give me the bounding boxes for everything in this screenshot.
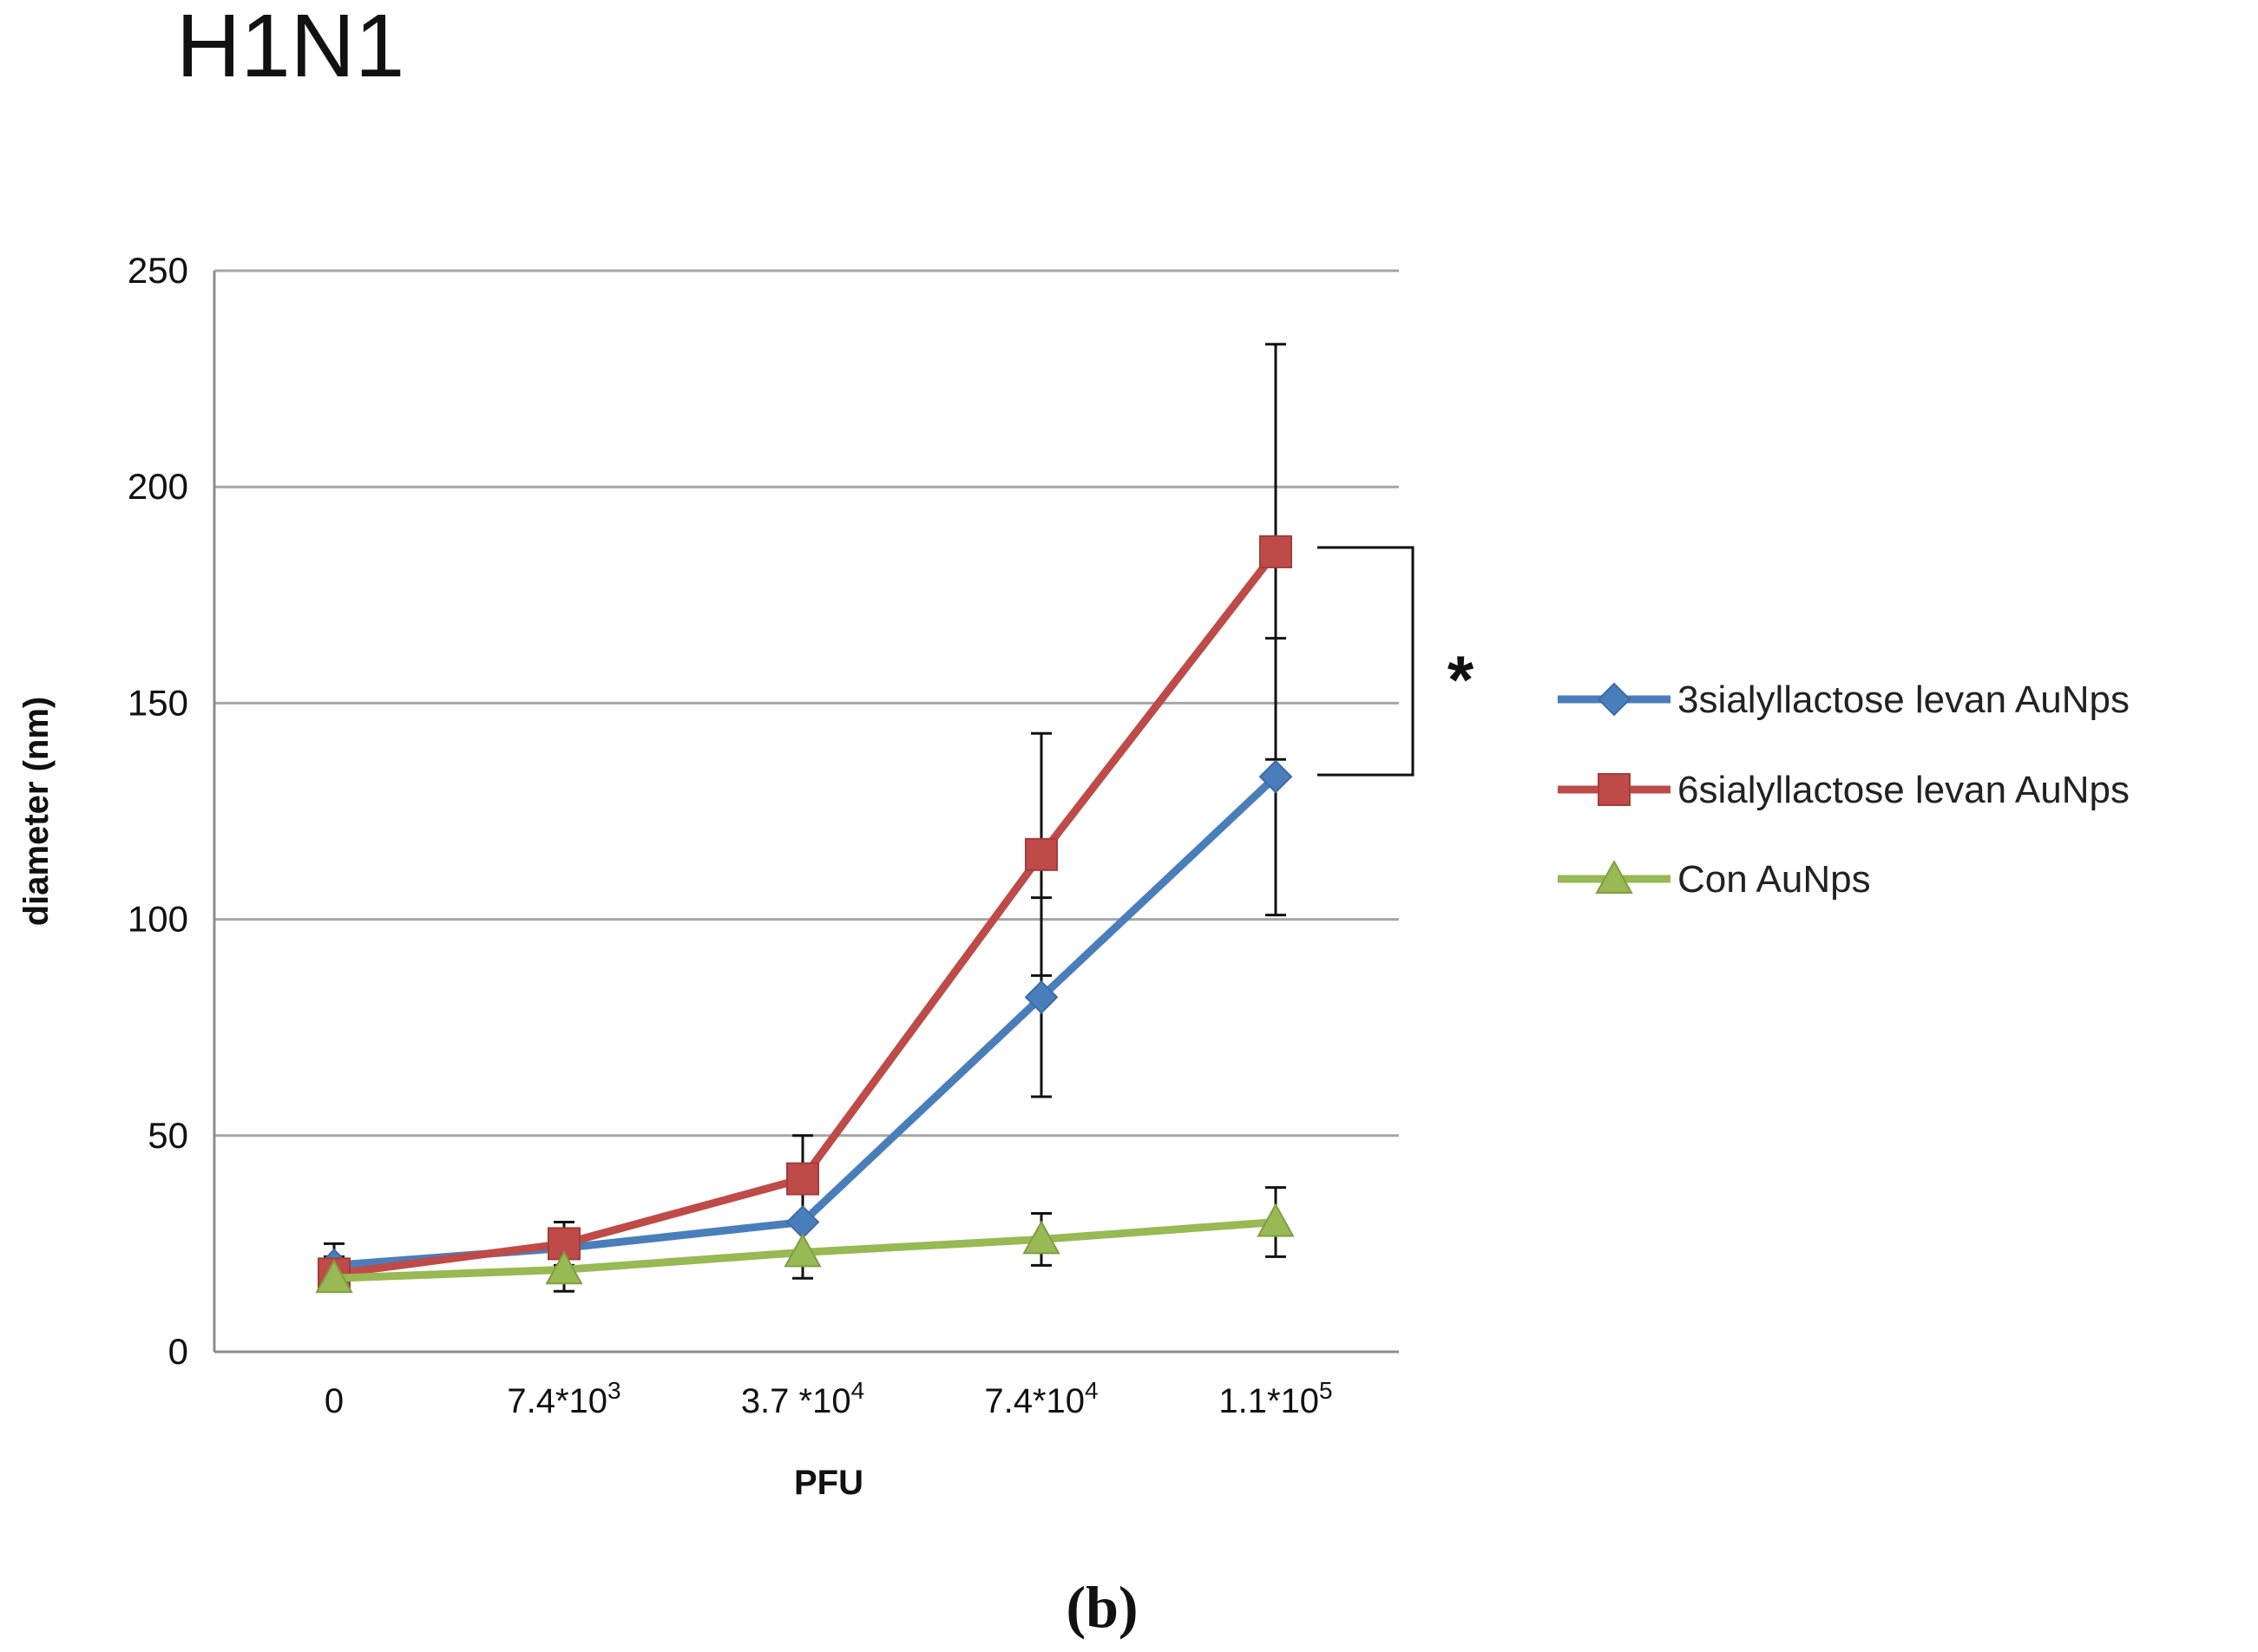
y-tick-label: 150 <box>128 682 188 723</box>
legend-label: 6sialyllactose levan AuNps <box>1677 769 2130 811</box>
data-point <box>1258 759 1293 794</box>
data-point <box>786 1162 819 1196</box>
series-group <box>315 1203 1295 1294</box>
series <box>315 534 1295 1294</box>
axes <box>213 271 1399 1354</box>
y-tick-label: 250 <box>128 250 188 291</box>
x-axis-title: PFU <box>794 1464 863 1502</box>
series-group <box>317 759 1293 1282</box>
page-title: H1N1 <box>176 0 404 95</box>
legend-item: 3sialyllactose levan AuNps <box>1558 678 2130 721</box>
x-tick-label: 7.4*103 <box>507 1377 620 1420</box>
data-point <box>1259 534 1292 568</box>
series-group <box>318 534 1292 1291</box>
legend-marker <box>1598 773 1631 806</box>
legend-label: 3sialyllactose levan AuNps <box>1677 678 2130 721</box>
x-tick-label: 7.4*104 <box>984 1377 1098 1420</box>
significance-annotation: * <box>1317 546 1474 777</box>
legend-marker <box>1597 682 1631 717</box>
data-point <box>1024 980 1059 1014</box>
y-tick-label: 100 <box>128 899 188 940</box>
x-tick-labels: 0 7.4*103 3.7 *104 7.4*104 1.1*105 <box>325 1377 1333 1420</box>
y-tick-labels: 0 50 100 150 200 250 <box>128 250 188 1372</box>
x-tick-label: 1.1*105 <box>1218 1377 1332 1420</box>
y-tick-label: 0 <box>168 1331 188 1372</box>
data-point <box>1257 1203 1295 1237</box>
data-point <box>1025 837 1058 871</box>
y-tick-label: 200 <box>128 466 188 507</box>
data-point <box>784 1233 822 1268</box>
y-tick-label: 50 <box>148 1115 188 1156</box>
data-point <box>1022 1220 1060 1255</box>
significance-star: * <box>1447 641 1474 718</box>
y-axis-title: diameter (nm) <box>17 697 56 927</box>
legend-marker <box>1595 859 1633 894</box>
legend-item: 6sialyllactose levan AuNps <box>1558 769 2130 811</box>
x-tick-label: 3.7 *104 <box>741 1377 864 1420</box>
panel-label: (b) <box>1066 1574 1138 1640</box>
legend-item: Con AuNps <box>1558 858 1871 901</box>
data-point <box>545 1250 583 1285</box>
data-point <box>315 1259 353 1294</box>
legend: 3sialyllactose levan AuNps 6sialyllactose… <box>1558 678 2130 901</box>
legend-label: Con AuNps <box>1677 858 1871 901</box>
x-tick-label: 0 <box>325 1382 344 1420</box>
significance-bracket <box>1317 546 1415 777</box>
gridlines <box>214 269 1399 1137</box>
